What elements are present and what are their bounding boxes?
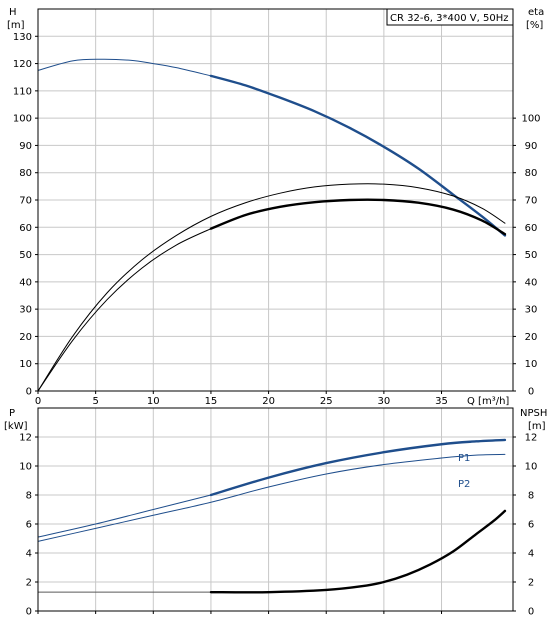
chart-title-box bbox=[386, 8, 514, 26]
bottom-right-tick-label: 8 bbox=[528, 491, 534, 502]
top-right-tick-label: 10 bbox=[525, 359, 538, 370]
power-axis-name: P bbox=[9, 408, 15, 419]
head-axis-name: H bbox=[9, 7, 17, 18]
x-tick-label: 5 bbox=[92, 396, 98, 407]
power-axis-unit: [kW] bbox=[4, 421, 28, 432]
series-label-p1: P1 bbox=[458, 453, 470, 464]
bottom-right-tick-label: 4 bbox=[528, 549, 534, 560]
bottom-right-tick-label: 6 bbox=[528, 520, 534, 531]
flow-axis-label: Q [m³/h] bbox=[467, 396, 509, 407]
x-tick-label: 35 bbox=[435, 396, 448, 407]
top-left-tick-label: 90 bbox=[19, 141, 32, 152]
top-series-line-0 bbox=[37, 58, 212, 77]
top-left-tick-label: 100 bbox=[13, 114, 32, 125]
bottom-right-tick-label: 12 bbox=[525, 433, 538, 444]
bottom-right-tick-label: 2 bbox=[528, 578, 534, 589]
x-tick-label: 30 bbox=[378, 396, 391, 407]
top-series-line-4 bbox=[209, 198, 507, 236]
top-right-tick-label: 50 bbox=[525, 250, 538, 261]
x-tick-label: 10 bbox=[147, 396, 160, 407]
bottom-chart-frame bbox=[37, 407, 514, 612]
npsh-axis-unit: [m] bbox=[528, 421, 546, 432]
x-tick-label: 15 bbox=[205, 396, 218, 407]
top-right-tick-label: 20 bbox=[525, 332, 538, 343]
efficiency-axis-name: eta bbox=[528, 7, 544, 18]
bottom-chart-grid bbox=[38, 407, 513, 611]
top-right-tick-label: 40 bbox=[525, 277, 538, 288]
top-right-tick-label: 0 bbox=[528, 387, 534, 398]
npsh-axis-name: NPSH bbox=[520, 408, 547, 419]
bottom-series-line-2 bbox=[37, 453, 506, 542]
top-left-tick-label: 50 bbox=[19, 250, 32, 261]
efficiency-axis-unit: [%] bbox=[526, 20, 543, 31]
bottom-series-line-4 bbox=[209, 509, 507, 594]
bottom-series-line-0 bbox=[37, 494, 212, 538]
bottom-left-tick-label: 8 bbox=[26, 491, 32, 502]
bottom-left-tick-label: 10 bbox=[19, 462, 32, 473]
top-chart-grid bbox=[38, 8, 513, 391]
top-left-tick-label: 120 bbox=[13, 59, 32, 70]
top-left-tick-label: 10 bbox=[19, 359, 32, 370]
top-chart-series bbox=[37, 58, 507, 392]
bottom-left-tick-label: 6 bbox=[26, 520, 32, 531]
bottom-left-tick-label: 2 bbox=[26, 578, 32, 589]
bottom-right-tick-label: 0 bbox=[528, 607, 534, 618]
bottom-chart-series bbox=[37, 438, 507, 594]
x-tick-label: 25 bbox=[320, 396, 333, 407]
chart-title: CR 32-6, 3*400 V, 50Hz bbox=[390, 13, 508, 24]
bottom-left-tick-label: 12 bbox=[19, 433, 32, 444]
bottom-left-tick-label: 0 bbox=[26, 607, 32, 618]
top-right-tick-label: 90 bbox=[525, 141, 538, 152]
series-label-p2: P2 bbox=[458, 479, 470, 490]
top-chart-ticks: 0102030405060708090100110120130010203040… bbox=[13, 32, 541, 407]
x-tick-label: 0 bbox=[35, 396, 41, 407]
top-left-tick-label: 30 bbox=[19, 305, 32, 316]
top-left-tick-label: 40 bbox=[19, 277, 32, 288]
head-axis-unit: [m] bbox=[7, 20, 25, 31]
bottom-chart-ticks: 0 2 4 6 8 10 12 0 2 4 6 8 10 12 bbox=[19, 433, 537, 618]
top-right-tick-label: 100 bbox=[521, 114, 540, 125]
top-right-tick-label: 30 bbox=[525, 305, 538, 316]
top-left-tick-label: 80 bbox=[19, 168, 32, 179]
bottom-left-tick-label: 4 bbox=[26, 549, 32, 560]
top-right-tick-label: 60 bbox=[525, 223, 538, 234]
bottom-series-line-1 bbox=[209, 438, 507, 497]
bottom-right-tick-label: 10 bbox=[525, 462, 538, 473]
top-left-tick-label: 130 bbox=[13, 32, 32, 43]
top-left-tick-label: 20 bbox=[19, 332, 32, 343]
x-tick-label: 20 bbox=[262, 396, 275, 407]
top-series-line-3 bbox=[37, 228, 212, 392]
top-series-line-2 bbox=[37, 183, 506, 392]
top-left-tick-label: 0 bbox=[26, 387, 32, 398]
top-right-tick-label: 80 bbox=[525, 168, 538, 179]
top-left-tick-label: 60 bbox=[19, 223, 32, 234]
top-left-tick-label: 70 bbox=[19, 196, 32, 207]
top-right-tick-label: 70 bbox=[525, 196, 538, 207]
top-series-line-1 bbox=[209, 74, 507, 237]
top-left-tick-label: 110 bbox=[13, 86, 32, 97]
